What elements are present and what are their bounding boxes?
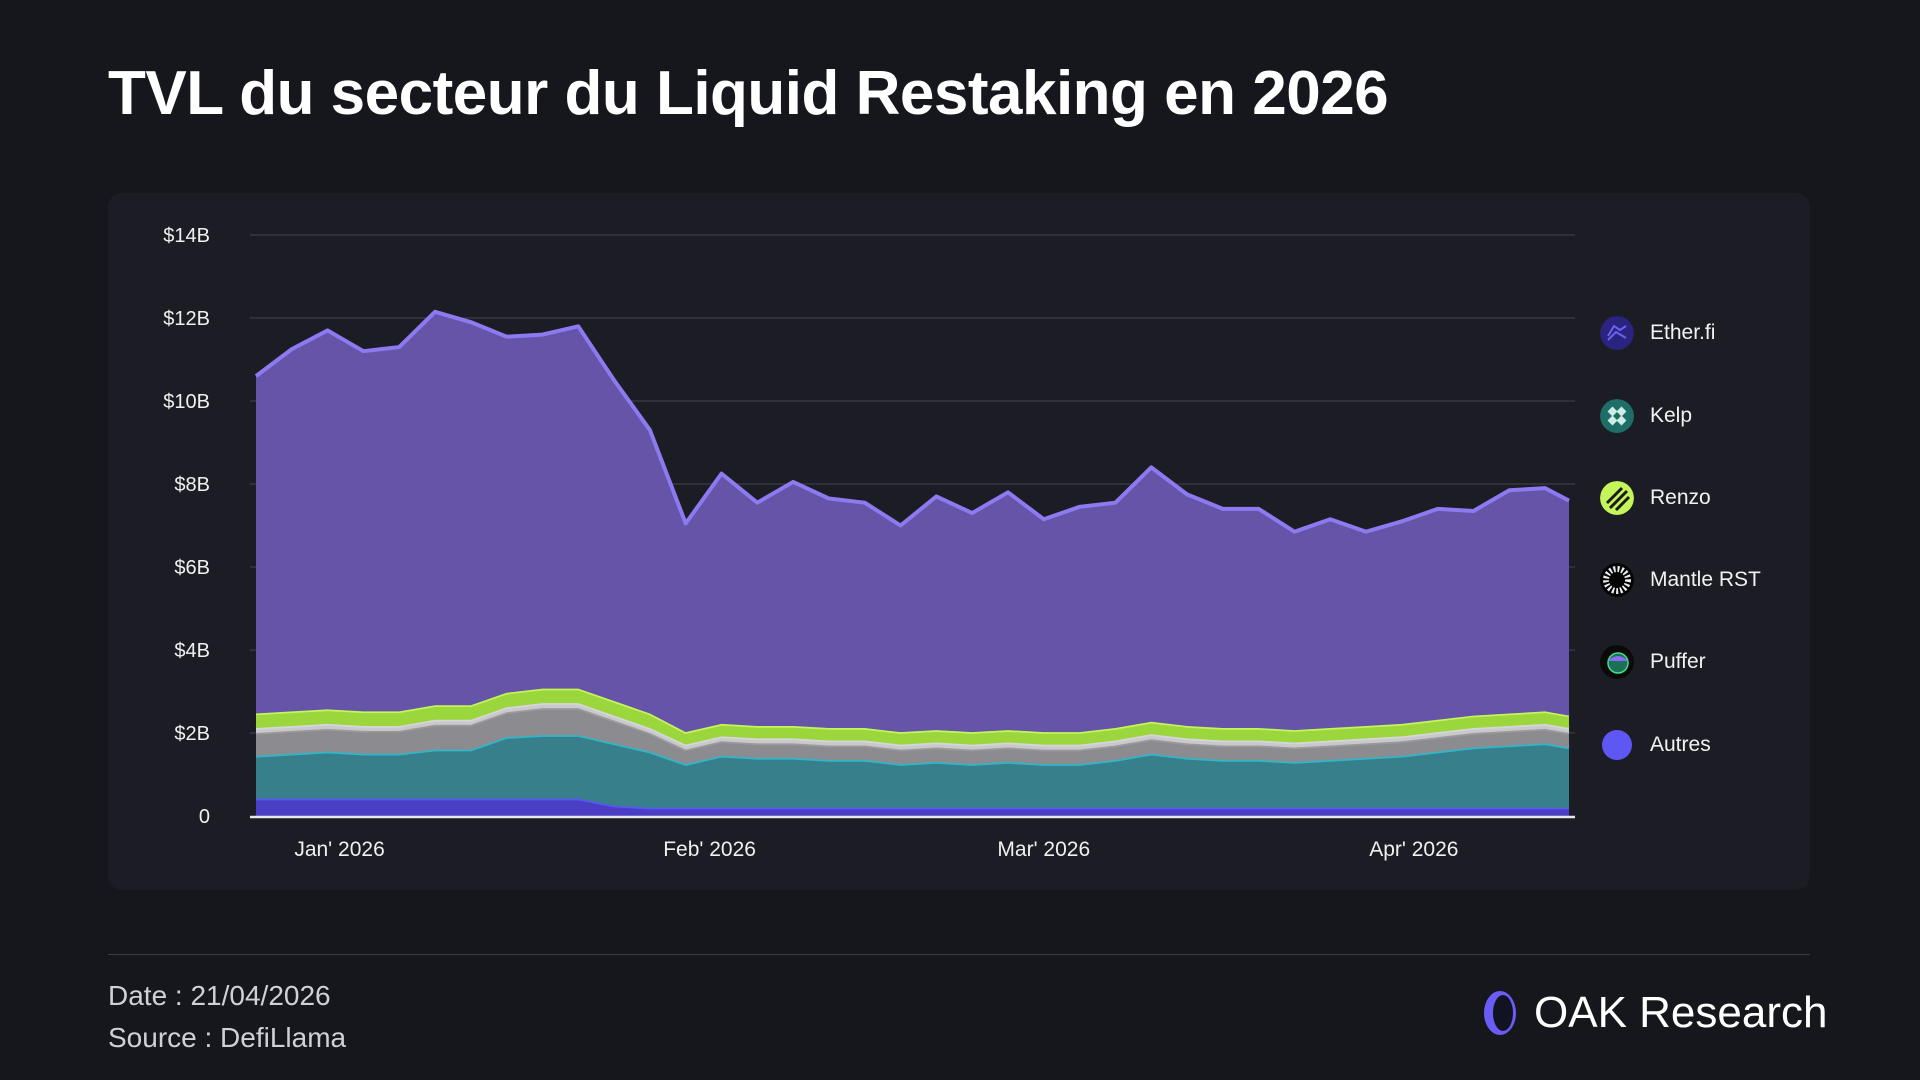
legend-label: Kelp xyxy=(1650,404,1693,427)
y-tick-label: $12B xyxy=(163,308,210,330)
y-tick-label: $4B xyxy=(174,640,210,662)
legend-item-etherfi[interactable]: Ether.fi xyxy=(1600,313,1715,353)
legend-label: Mantle RST xyxy=(1650,568,1761,591)
footer-source: Source : DefiLlama xyxy=(108,1022,347,1053)
footer-date: Date : 21/04/2026 xyxy=(108,980,331,1011)
page-title: TVL du secteur du Liquid Restaking en 20… xyxy=(108,59,1389,128)
area-ether-fi xyxy=(256,311,1569,733)
oak-research-logo: OAK Research xyxy=(1478,988,1827,1038)
y-tick-label: $2B xyxy=(174,723,210,745)
legend-label: Autres xyxy=(1650,733,1711,756)
y-tick-label: 0 xyxy=(199,806,210,828)
legend-item-puffer[interactable]: Puffer xyxy=(1600,642,1706,682)
x-tick-label: Mar' 2026 xyxy=(997,838,1090,861)
renzo-logo-icon xyxy=(1600,481,1634,515)
line-ether-fi xyxy=(254,309,1570,534)
legend-item-autres[interactable]: Autres xyxy=(1600,725,1711,765)
y-tick-label: $14B xyxy=(163,225,210,247)
legend-item-renzo[interactable]: Renzo xyxy=(1600,478,1711,518)
puffer-logo-icon xyxy=(1600,645,1634,679)
y-tick-label: $10B xyxy=(163,391,210,413)
y-tick-label: $8B xyxy=(174,474,210,496)
area-autres xyxy=(256,798,1569,816)
x-tick-label: Feb' 2026 xyxy=(663,838,756,861)
footer-divider xyxy=(108,954,1810,955)
legend-item-mantle-rst[interactable]: Mantle RST xyxy=(1600,560,1761,600)
mantle-logo-icon xyxy=(1600,563,1634,597)
y-tick-label: $6B xyxy=(174,557,210,579)
logo-text: OAK Research xyxy=(1534,988,1828,1037)
etherfi-logo-icon xyxy=(1600,316,1634,350)
kelp-logo-icon xyxy=(1600,399,1634,433)
autres-dot-icon xyxy=(1602,730,1632,760)
x-tick-label: Jan' 2026 xyxy=(294,838,384,861)
legend-item-kelp[interactable]: Kelp xyxy=(1600,396,1692,436)
area-mantle-rst xyxy=(256,708,1569,765)
legend-label: Renzo xyxy=(1650,486,1711,509)
oak-ring-icon xyxy=(1484,991,1516,1035)
area-kelp xyxy=(256,735,1569,808)
legend-label: Puffer xyxy=(1650,650,1706,673)
x-tick-label: Apr' 2026 xyxy=(1369,838,1458,861)
area-renzo xyxy=(256,688,1569,745)
legend-label: Ether.fi xyxy=(1650,321,1716,344)
